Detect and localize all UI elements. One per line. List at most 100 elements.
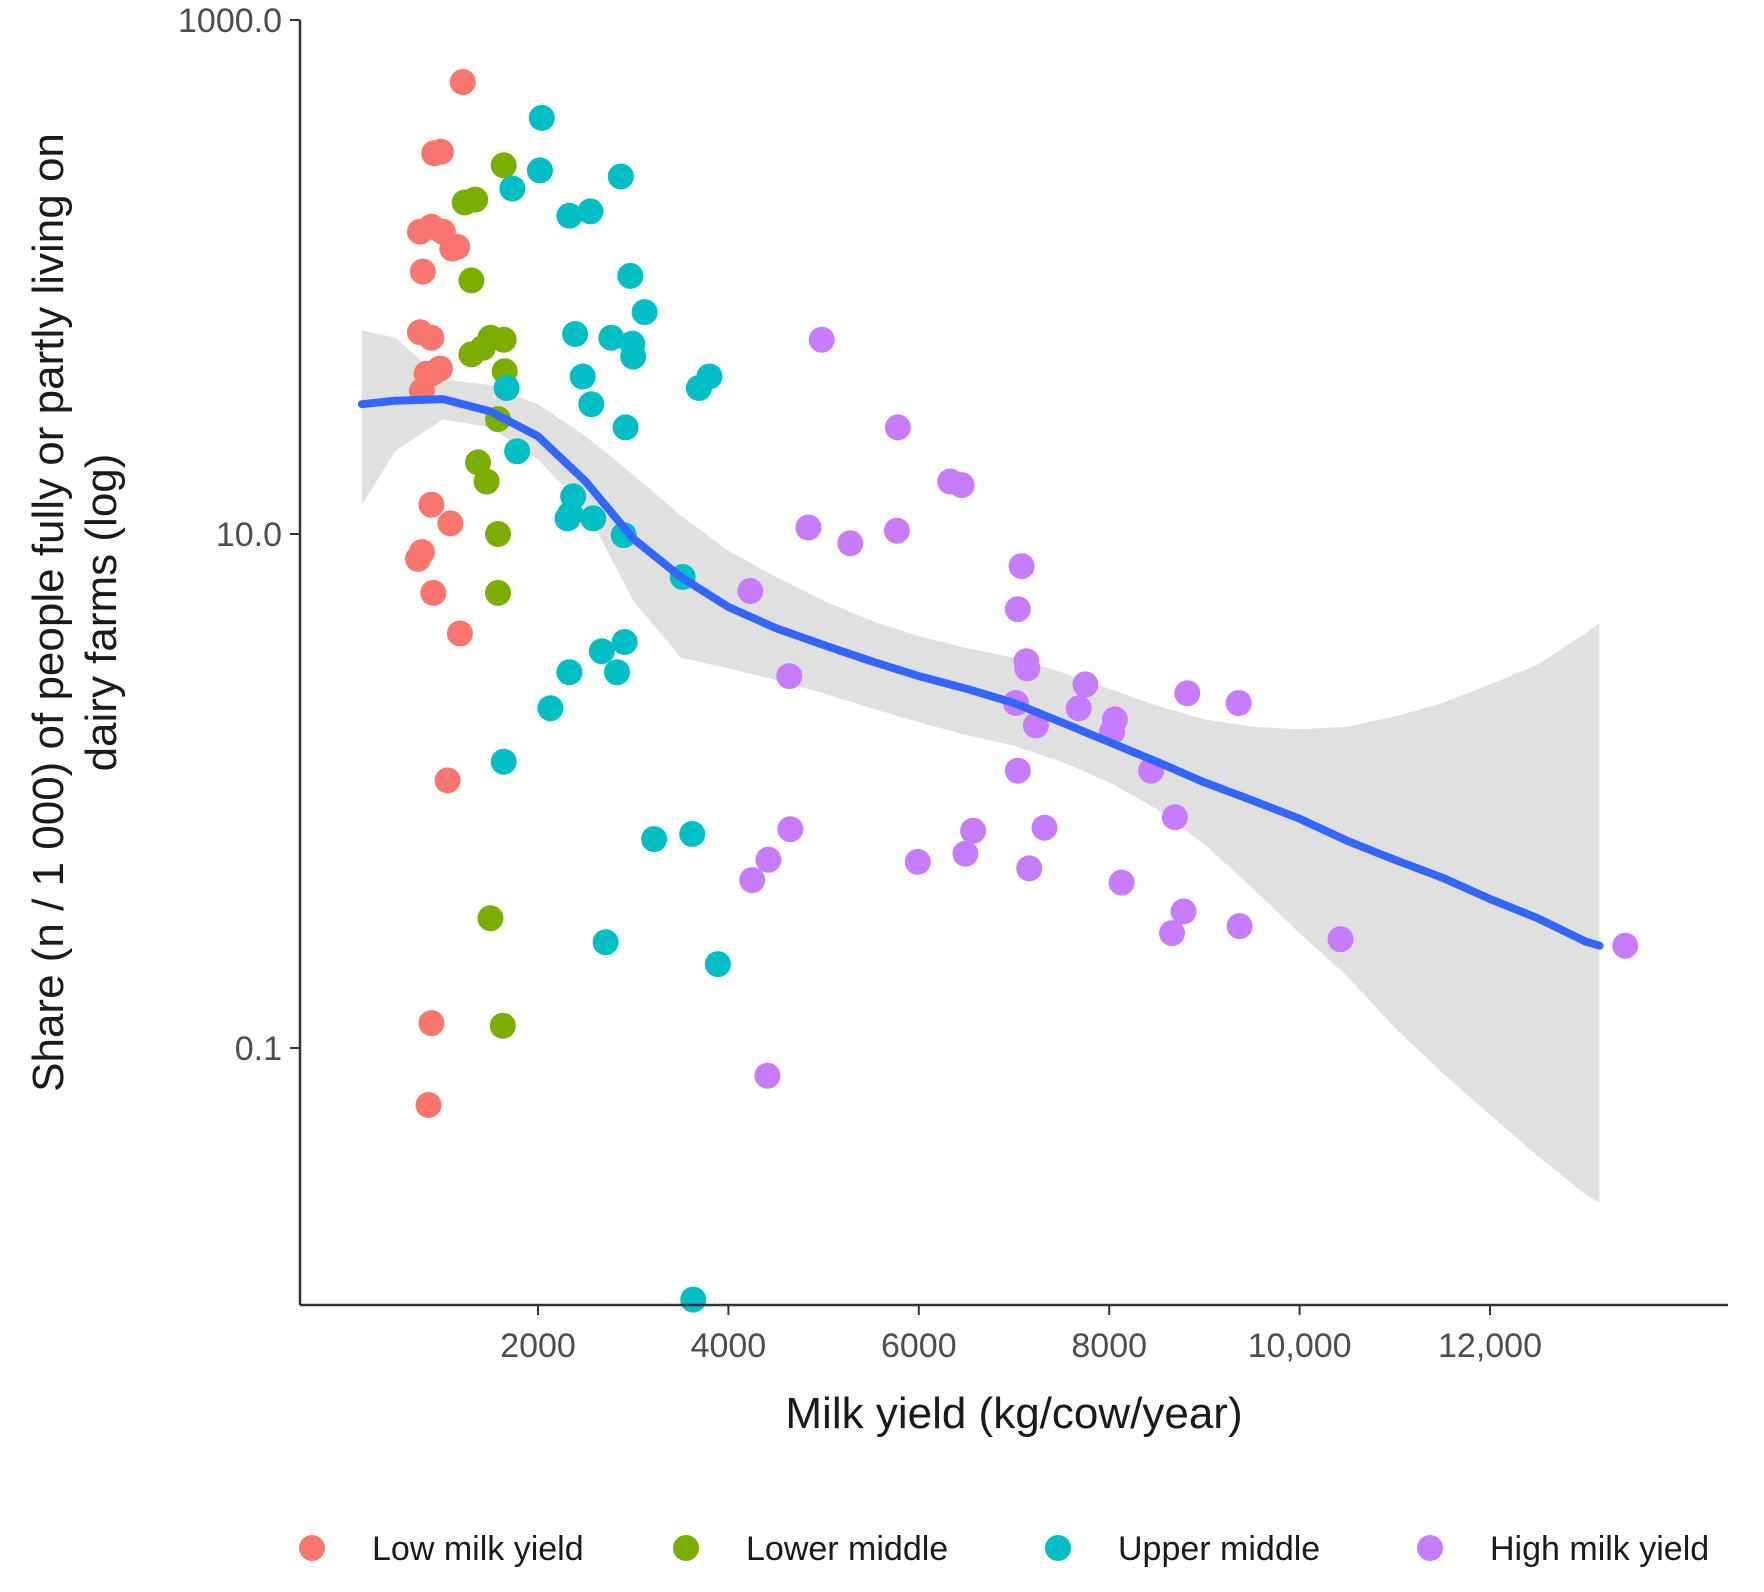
data-point-series-1 bbox=[437, 510, 464, 537]
data-point-series-2 bbox=[490, 326, 517, 353]
data-point-series-3 bbox=[569, 363, 596, 390]
data-point-series-4 bbox=[884, 414, 911, 441]
data-point-series-2 bbox=[473, 468, 500, 495]
data-point-series-4 bbox=[1014, 655, 1041, 682]
data-point-series-4 bbox=[960, 817, 987, 844]
data-point-series-3 bbox=[680, 1286, 707, 1313]
data-point-series-4 bbox=[1065, 695, 1092, 722]
data-point-series-4 bbox=[737, 578, 764, 604]
data-point-series-4 bbox=[1174, 680, 1201, 707]
data-point-series-3 bbox=[610, 522, 637, 549]
data-point-series-3 bbox=[704, 951, 731, 978]
y-axis-title-line-1: Share (n / 1 000) of people fully or par… bbox=[24, 133, 73, 1092]
legend-key-series-1 bbox=[299, 1535, 325, 1561]
y-tick-label: 10.0 bbox=[216, 516, 282, 554]
data-point-series-4 bbox=[739, 867, 766, 894]
data-point-series-3 bbox=[617, 262, 644, 289]
data-point-series-1 bbox=[420, 579, 447, 606]
data-point-series-3 bbox=[562, 321, 589, 347]
smooth-line-layer bbox=[357, 395, 1604, 950]
smooth-line bbox=[357, 395, 1604, 950]
data-point-series-2 bbox=[458, 341, 485, 368]
legend-label-series-1: Low milk yield bbox=[372, 1530, 584, 1568]
data-point-series-3 bbox=[499, 175, 526, 202]
data-point-series-4 bbox=[904, 848, 931, 875]
data-point-series-1 bbox=[408, 539, 435, 566]
data-point-series-1 bbox=[407, 218, 433, 245]
data-point-series-2 bbox=[489, 1012, 516, 1039]
data-point-series-3 bbox=[588, 638, 615, 665]
data-point-series-4 bbox=[754, 1062, 781, 1089]
data-point-series-4 bbox=[948, 472, 975, 499]
data-point-series-3 bbox=[560, 483, 587, 510]
data-point-series-3 bbox=[604, 659, 630, 686]
x-tick-label: 6000 bbox=[881, 1327, 957, 1365]
data-point-series-4 bbox=[1008, 553, 1035, 580]
data-point-series-4 bbox=[1108, 869, 1135, 896]
data-point-series-3 bbox=[578, 391, 605, 418]
data-point-series-3 bbox=[493, 375, 520, 401]
y-tick-label: 0.1 bbox=[235, 1030, 282, 1068]
data-point-series-2 bbox=[485, 579, 511, 606]
data-point-series-4 bbox=[1016, 855, 1043, 882]
x-axis-title: Milk yield (kg/cow/year) bbox=[785, 1389, 1242, 1438]
data-point-series-3 bbox=[504, 438, 531, 465]
legend-label-series-4: High milk yield bbox=[1490, 1530, 1709, 1568]
data-point-series-4 bbox=[883, 517, 910, 544]
data-point-series-4 bbox=[776, 663, 803, 690]
data-point-series-3 bbox=[620, 343, 647, 370]
data-point-series-4 bbox=[1161, 804, 1188, 831]
data-point-series-3 bbox=[598, 324, 625, 351]
x-tick-label: 10,000 bbox=[1248, 1327, 1352, 1365]
data-point-series-3 bbox=[490, 748, 517, 775]
data-point-series-4 bbox=[1226, 913, 1253, 940]
data-point-series-2 bbox=[477, 905, 504, 932]
data-point-series-1 bbox=[418, 491, 445, 518]
data-point-series-3 bbox=[679, 821, 706, 847]
data-point-series-3 bbox=[612, 414, 639, 441]
data-point-series-1 bbox=[418, 1010, 445, 1037]
data-point-series-3 bbox=[537, 695, 564, 722]
data-point-series-4 bbox=[1159, 920, 1185, 947]
data-point-series-3 bbox=[556, 202, 583, 229]
legend-label-series-3: Upper middle bbox=[1118, 1530, 1320, 1568]
data-point-series-1 bbox=[434, 767, 461, 794]
axes-layer: 2000 4000 6000 8000 10,000 12,000 1000.0 10.0 0.… bbox=[178, 2, 1728, 1365]
data-point-series-4 bbox=[777, 816, 804, 843]
data-point-series-1 bbox=[427, 138, 454, 165]
data-point-series-3 bbox=[592, 929, 619, 956]
data-point-series-2 bbox=[490, 152, 517, 179]
data-point-series-2 bbox=[458, 267, 485, 294]
data-point-series-1 bbox=[449, 69, 476, 95]
data-point-series-4 bbox=[1072, 671, 1099, 698]
data-point-series-4 bbox=[755, 846, 782, 873]
data-point-series-4 bbox=[1170, 898, 1197, 925]
data-point-series-4 bbox=[1004, 596, 1031, 623]
data-point-series-3 bbox=[528, 104, 555, 131]
confidence-band-layer bbox=[361, 330, 1600, 1203]
data-point-series-4 bbox=[1031, 814, 1058, 841]
legend-key-series-3 bbox=[1045, 1535, 1071, 1561]
data-point-series-3 bbox=[556, 659, 583, 686]
data-point-series-3 bbox=[641, 826, 668, 853]
data-point-series-3 bbox=[607, 163, 634, 190]
data-point-series-4 bbox=[837, 530, 864, 557]
data-point-series-1 bbox=[439, 235, 466, 262]
data-point-series-3 bbox=[696, 363, 723, 390]
confidence-band bbox=[361, 330, 1600, 1203]
data-point-series-4 bbox=[1022, 712, 1049, 739]
data-point-series-4 bbox=[1004, 757, 1031, 784]
data-point-series-2 bbox=[451, 189, 478, 216]
legend: Low milk yield Lower middle Upper middle Hi… bbox=[299, 1530, 1709, 1568]
legend-label-series-2: Lower middle bbox=[746, 1530, 948, 1568]
points-layer bbox=[405, 69, 1639, 1313]
x-tick-label: 8000 bbox=[1071, 1327, 1147, 1365]
y-tick-label: 1000.0 bbox=[178, 2, 282, 40]
data-point-series-4 bbox=[795, 514, 822, 541]
data-point-series-1 bbox=[446, 620, 473, 647]
x-tick-label: 12,000 bbox=[1438, 1327, 1542, 1365]
data-point-series-3 bbox=[526, 157, 553, 184]
data-point-series-3 bbox=[577, 198, 604, 225]
